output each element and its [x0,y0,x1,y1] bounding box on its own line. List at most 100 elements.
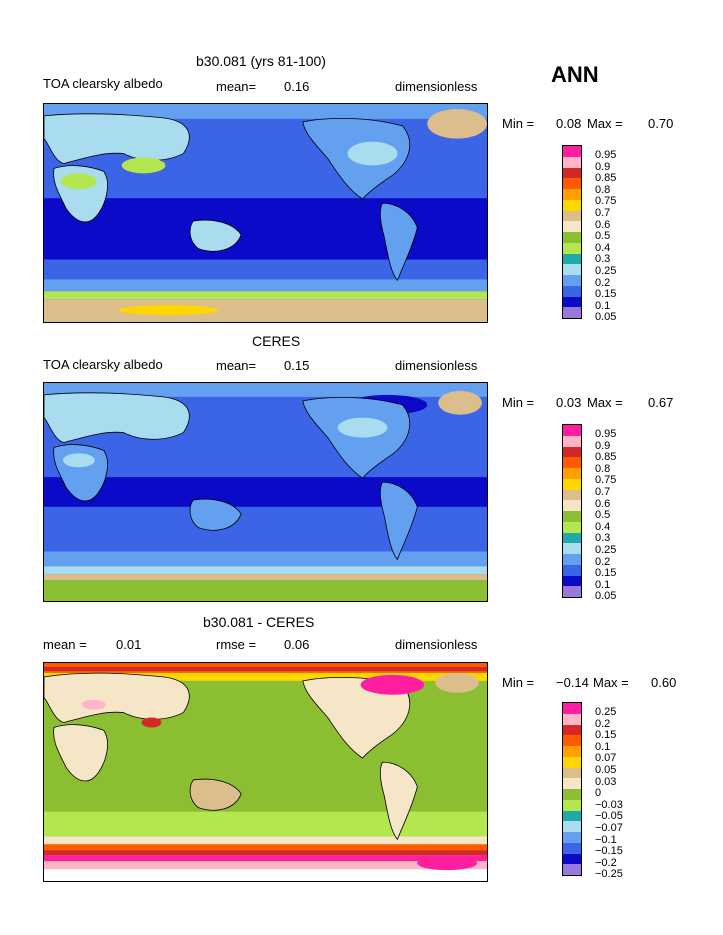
colorbar-swatch [563,156,581,168]
colorbar-swatch [563,767,581,779]
panel-3-map [43,662,488,882]
colorbar-swatch [563,703,581,714]
colorbar-level-label: 0.2 [595,276,611,289]
colorbar-level-label: 0.7 [595,485,611,498]
colorbar-level-label: 0.25 [595,706,617,718]
panel-2-title: CERES [252,333,301,349]
colorbar-swatch [563,146,581,157]
colorbar-swatch [563,221,581,232]
colorbar-swatch [563,468,581,479]
colorbar-swatch [563,253,581,265]
panel-3-min-label: Min = [502,675,535,690]
panel-2-colorbar-labels: 0.95 0.9 0.85 0.8 0.75 0.7 0.6 0.5 0.4 0.3 0.25 0.2… [595,428,617,603]
colorbar-swatch [563,264,581,275]
colorbar-level-label: 0.25 [595,264,617,277]
colorbar-level-label: −0.2 [595,856,617,869]
colorbar-swatch [563,189,581,200]
colorbar-level-label: 0.7 [595,206,611,219]
colorbar-swatch [563,511,581,522]
panel-3-title: b30.081 - CERES [203,614,315,630]
colorbar-swatch [563,521,581,533]
panel-2-map [43,382,488,602]
colorbar-level-label: 0.75 [595,474,617,487]
panel-1-colorbar-labels: 0.95 0.9 0.85 0.8 0.75 0.7 0.6 0.5 0.4 0.3 0.25 0.2… [595,149,617,324]
colorbar-level-label: 0.1 [595,299,611,312]
panel-1-mean-label: mean= [216,79,257,94]
colorbar-level-label: 0.8 [595,183,611,196]
colorbar-swatch [563,832,581,843]
colorbar-swatch [563,543,581,554]
colorbar-swatch [563,167,581,179]
colorbar-swatch [563,285,581,297]
colorbar-swatch [563,746,581,757]
colorbar-level-label: 0.05 [595,311,617,324]
panel-2-mean-label: mean= [216,358,257,373]
colorbar-level-label: 0.03 [595,775,617,788]
colorbar-level-label: 0.85 [595,172,617,185]
colorbar-level-label: 0.95 [595,428,617,440]
colorbar-swatch [563,478,581,490]
colorbar-level-label: −0.07 [595,821,623,834]
colorbar-level-label: 0.4 [595,241,611,254]
colorbar-swatch [563,446,581,458]
colorbar-swatch [563,199,581,211]
colorbar-swatch [563,425,581,436]
panel-2-units: dimensionless [395,358,478,373]
colorbar-swatch [563,778,581,789]
colorbar-swatch [563,500,581,511]
colorbar-level-label: 0.6 [595,497,611,510]
colorbar-swatch [563,864,581,875]
colorbar-level-label: 0.75 [595,195,617,208]
panel-1-mean-value: 0.16 [284,79,310,94]
colorbar-swatch [563,575,581,587]
colorbar-level-label: 0.05 [595,590,617,603]
colorbar-swatch [563,532,581,544]
colorbar-level-label: 0.8 [595,462,611,475]
colorbar-swatch [563,810,581,822]
colorbar-swatch [563,210,581,222]
colorbar-level-label: 0.4 [595,520,611,533]
panel-3-max-label: Max = [593,675,629,690]
colorbar-swatch [563,307,581,318]
colorbar-level-label: 0.5 [595,509,611,522]
colorbar-level-label: −0.03 [595,798,623,811]
colorbar-swatch [563,586,581,597]
colorbar-swatch [563,554,581,565]
season-label: ANN [551,62,599,87]
colorbar-level-label: 0.1 [595,578,611,591]
colorbar-level-label: −0.25 [595,868,623,881]
panel-3-units: dimensionless [395,637,478,652]
colorbar-swatch [563,489,581,501]
panel-3-colorbar-labels: 0.25 0.2 0.15 0.1 0.07 0.05 0.03 0 −0.03 −0.05 −0.… [595,706,623,881]
panel-1-title: b30.081 (yrs 81-100) [196,53,326,69]
colorbar-swatch [563,724,581,736]
colorbar-swatch [563,435,581,447]
panel-3-rmse-value: 0.06 [284,637,310,652]
panel-1-map [43,103,488,323]
panel-2-min-value: 0.03 [556,395,582,410]
panel-3-min-value: −0.14 [556,675,589,690]
panel-1-colorbar [562,145,582,319]
colorbar-level-label: 0.3 [595,253,611,266]
panel-1-min-value: 0.08 [556,116,582,131]
colorbar-level-label: −0.05 [595,810,623,823]
panel-2-max-label: Max = [587,395,623,410]
colorbar-level-label: 0.9 [595,160,611,173]
panel-1-variable-label: TOA clearsky albedo [43,76,163,91]
colorbar-swatch [563,756,581,768]
colorbar-swatch [563,564,581,576]
panel-1-min-label: Min = [502,116,535,131]
colorbar-swatch [563,178,581,189]
panel-1-units: dimensionless [395,79,478,94]
colorbar-level-label: 0.95 [595,149,617,161]
colorbar-level-label: −0.1 [595,833,617,846]
colorbar-level-label: 0.2 [595,555,611,568]
panel-2-variable-label: TOA clearsky albedo [43,357,163,372]
panel-3-max-value: 0.60 [651,675,677,690]
colorbar-swatch [563,821,581,832]
colorbar-swatch [563,713,581,725]
colorbar-level-label: −0.15 [595,845,623,858]
colorbar-level-label: 0.15 [595,288,617,301]
panel-3-colorbar [562,702,582,876]
colorbar-swatch [563,296,581,308]
